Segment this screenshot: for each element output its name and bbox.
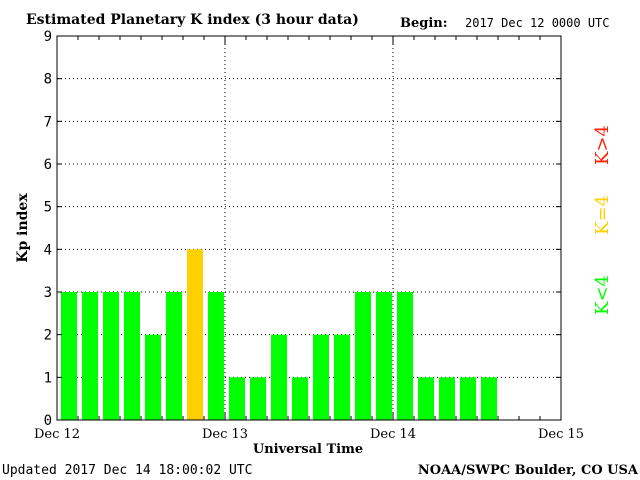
x-tick-label: Dec 15 (538, 427, 584, 442)
kp-bar (397, 292, 413, 420)
kp-bar (250, 377, 266, 420)
grid-lines (57, 36, 561, 420)
kp-bar (292, 377, 308, 420)
kp-bar (439, 377, 455, 420)
kp-bar (355, 292, 371, 420)
kp-bar (229, 377, 245, 420)
y-tick-label: 0 (44, 413, 52, 429)
y-tick-label: 5 (44, 200, 52, 216)
kp-bar (82, 292, 98, 420)
bars (61, 249, 497, 420)
x-tick-label: Dec 14 (370, 427, 416, 442)
y-tick-label: 6 (44, 157, 52, 173)
x-tick-label: Dec 12 (34, 427, 80, 442)
begin-label: Begin: (400, 16, 448, 31)
y-tick-label: 8 (44, 72, 52, 88)
kp-bar (271, 334, 287, 420)
y-tick-label: 9 (44, 29, 52, 45)
y-tick-label: 3 (44, 285, 52, 301)
y-tick-label: 7 (44, 114, 52, 130)
y-tick-label: 2 (44, 328, 52, 344)
chart-title: Estimated Planetary K index (3 hour data… (26, 12, 359, 28)
kp-bar (166, 292, 182, 420)
y-axis-label: Kp index (15, 193, 31, 263)
kp-bar (187, 249, 203, 420)
legend: K<4 K=4 K>4 (592, 125, 613, 315)
kp-bar (145, 334, 161, 420)
y-tick-label: 1 (44, 370, 52, 386)
x-axis-label: Universal Time (253, 442, 363, 457)
x-tick-label: Dec 13 (202, 427, 248, 442)
kp-bar (61, 292, 77, 420)
x-axis-ticks: Dec 12 Dec 13 Dec 14 Dec 15 (34, 36, 584, 442)
kp-bar (460, 377, 476, 420)
kp-bar (208, 292, 224, 420)
kp-bar (376, 292, 392, 420)
y-tick-label: 4 (44, 242, 52, 258)
source-text: NOAA/SWPC Boulder, CO USA (418, 463, 639, 478)
kp-bar (481, 377, 497, 420)
begin-value: 2017 Dec 12 0000 UTC (465, 16, 610, 30)
legend-item: K<4 (592, 275, 613, 315)
legend-item: K=4 (592, 195, 613, 235)
kp-bar (124, 292, 140, 420)
kp-bar (334, 334, 350, 420)
kp-bar (418, 377, 434, 420)
kp-bar (103, 292, 119, 420)
y-axis-ticks: 0 1 2 3 4 5 6 7 8 9 (44, 29, 561, 429)
legend-item: K>4 (592, 125, 613, 165)
kp-bar (313, 334, 329, 420)
updated-text: Updated 2017 Dec 14 18:00:02 UTC (2, 463, 252, 478)
